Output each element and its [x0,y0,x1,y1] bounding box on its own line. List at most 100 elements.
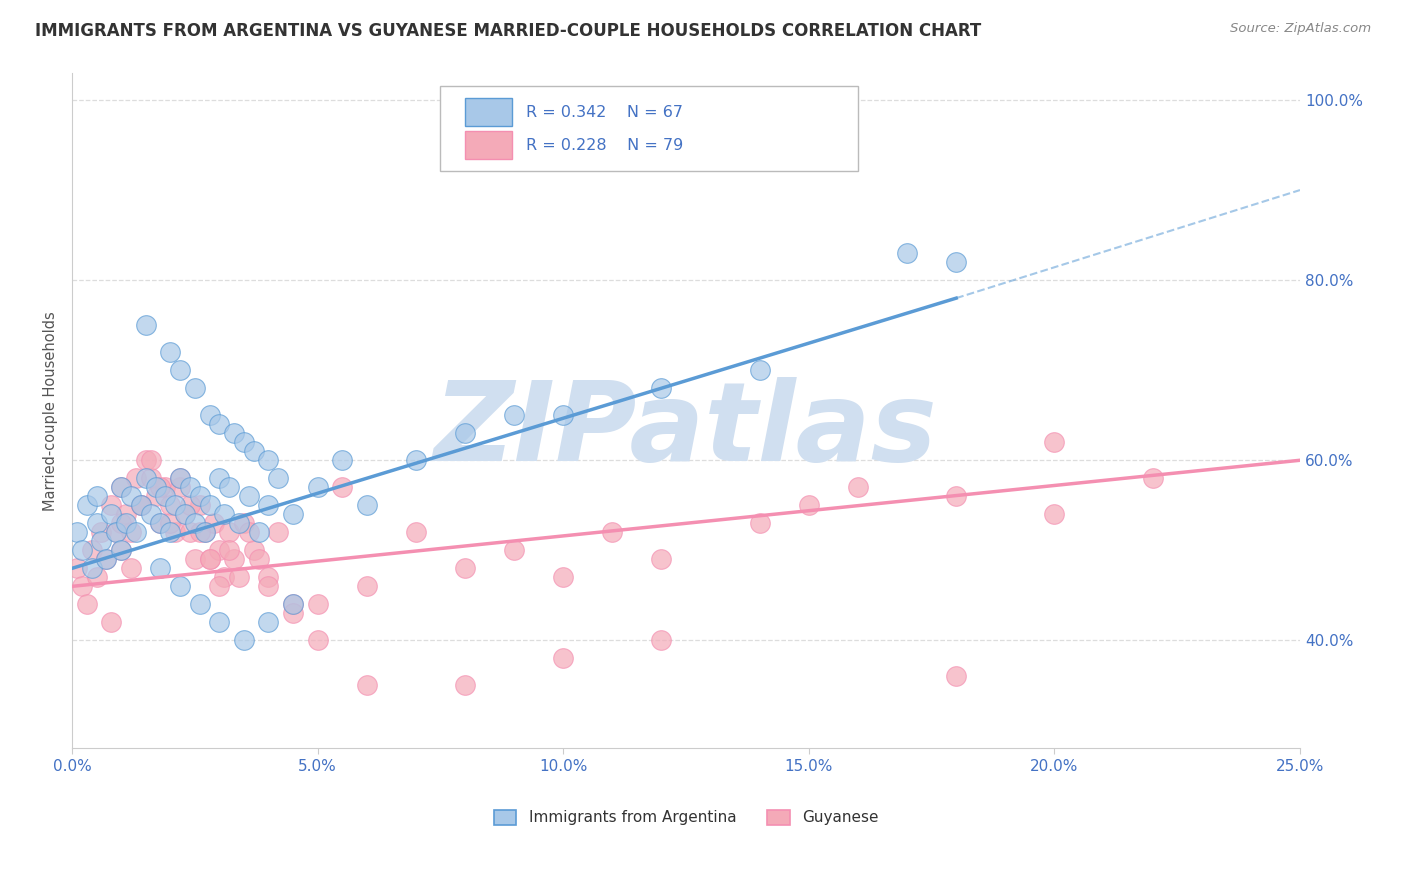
Point [503,543,526,558]
Point [281,598,304,612]
Point [356,498,378,512]
FancyBboxPatch shape [465,131,512,160]
Point [232,435,254,450]
Point [169,579,191,593]
Point [218,525,240,540]
Point [1043,435,1066,450]
Point [155,489,177,503]
Point [232,633,254,648]
Point [90,525,112,540]
Point [169,471,191,485]
Point [208,543,231,558]
Point [125,471,148,485]
Point [553,651,575,665]
Point [86,516,108,531]
Point [198,409,221,423]
Point [100,498,122,512]
Point [159,525,181,540]
Point [208,471,231,485]
Point [184,516,207,531]
Point [232,516,254,531]
Point [174,508,197,522]
Point [174,508,197,522]
Point [454,561,477,575]
Point [281,508,304,522]
Point [169,471,191,485]
Point [228,570,250,584]
Point [238,525,260,540]
Point [208,579,231,593]
Point [145,480,167,494]
Point [110,480,132,494]
Point [405,525,427,540]
Point [330,480,353,494]
Y-axis label: Married-couple Households: Married-couple Households [44,310,58,510]
Point [1142,471,1164,485]
Point [198,552,221,566]
Point [159,498,181,512]
Legend: Immigrants from Argentina, Guyanese: Immigrants from Argentina, Guyanese [488,804,884,831]
Point [281,598,304,612]
Point [247,552,270,566]
Point [135,318,157,333]
Point [267,471,290,485]
Point [198,498,221,512]
Point [90,534,112,549]
Point [129,498,152,512]
Point [945,669,967,683]
Point [188,598,211,612]
Point [125,525,148,540]
Point [179,498,201,512]
Point [330,453,353,467]
Point [194,525,217,540]
Point [115,508,138,522]
Point [110,480,132,494]
Point [257,498,280,512]
Point [159,516,181,531]
Point [184,552,207,566]
Text: ZIPatlas: ZIPatlas [434,377,938,484]
Point [247,525,270,540]
Point [214,570,236,584]
Point [115,516,138,531]
Point [602,525,624,540]
Point [100,508,122,522]
Text: Source: ZipAtlas.com: Source: ZipAtlas.com [1230,22,1371,36]
Point [149,516,172,531]
Point [188,498,211,512]
Point [194,525,217,540]
Point [405,453,427,467]
Point [135,453,157,467]
Point [66,561,89,575]
Point [129,498,152,512]
Point [204,516,226,531]
Point [218,480,240,494]
Point [224,552,246,566]
Text: IMMIGRANTS FROM ARGENTINA VS GUYANESE MARRIED-COUPLE HOUSEHOLDS CORRELATION CHAR: IMMIGRANTS FROM ARGENTINA VS GUYANESE MA… [35,22,981,40]
Point [110,543,132,558]
Point [214,508,236,522]
Point [149,561,172,575]
Point [184,381,207,395]
Point [149,480,172,494]
Point [224,426,246,441]
Point [748,516,770,531]
Point [135,471,157,485]
Point [846,480,869,494]
Point [105,525,128,540]
Point [208,417,231,432]
Point [188,489,211,503]
Point [105,525,128,540]
Point [120,525,142,540]
Point [356,579,378,593]
Point [169,363,191,377]
Text: R = 0.228    N = 79: R = 0.228 N = 79 [526,137,683,153]
Point [70,579,93,593]
Point [307,598,329,612]
FancyBboxPatch shape [465,98,512,127]
Point [650,381,672,395]
Point [257,453,280,467]
Point [188,525,211,540]
Point [80,543,103,558]
Point [307,480,329,494]
